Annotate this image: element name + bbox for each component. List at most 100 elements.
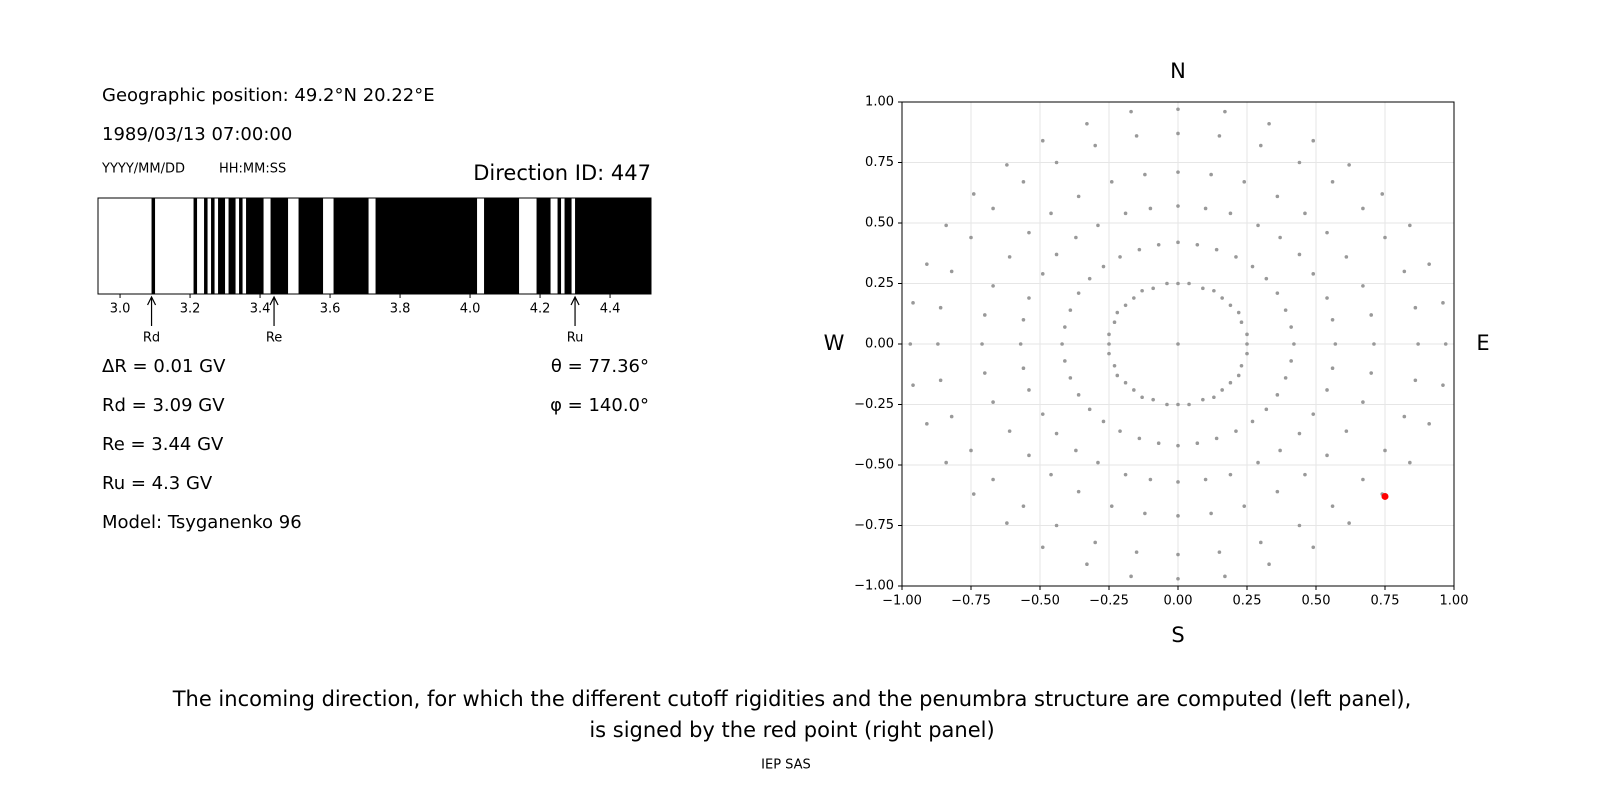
direction-point <box>1283 376 1288 380</box>
direction-point <box>1134 134 1139 138</box>
direction-point <box>1021 366 1026 371</box>
direction-point <box>1115 310 1120 315</box>
x-tick-label: −0.25 <box>1089 594 1129 609</box>
direction-point <box>1187 281 1191 286</box>
direction-point <box>938 378 943 383</box>
direction-point <box>991 284 995 288</box>
direction-point <box>1413 378 1418 383</box>
x-tick-label: 4.0 <box>460 302 481 317</box>
direction-point <box>1325 296 1329 300</box>
direction-point <box>1214 436 1219 441</box>
direction-point <box>1049 211 1053 216</box>
direction-point <box>1021 180 1026 184</box>
black-interval <box>484 198 520 294</box>
x-tick-label: 4.2 <box>530 302 551 317</box>
direction-point <box>1441 301 1445 305</box>
x-tick-label: 3.6 <box>320 302 341 317</box>
direction-point <box>1325 230 1329 235</box>
direction-point <box>1228 380 1233 385</box>
direction-point <box>1005 163 1009 167</box>
penumbra-frame <box>97 197 652 295</box>
direction-point <box>925 422 929 426</box>
direction-point <box>1325 453 1329 458</box>
direction-point <box>1040 138 1045 143</box>
direction-point <box>1054 431 1059 436</box>
direction-point <box>1383 448 1387 453</box>
direction-point <box>1325 388 1329 392</box>
direction-point <box>1427 262 1431 266</box>
direction-point <box>1347 521 1351 525</box>
ru: Ru = 4.3 GV <box>102 473 213 494</box>
direction-point <box>1278 448 1282 453</box>
direction-point <box>1292 342 1296 346</box>
direction-point <box>1076 291 1081 295</box>
direction-point <box>1250 419 1255 424</box>
direction-point <box>1427 422 1431 426</box>
direction-point <box>1165 402 1169 407</box>
black-interval <box>204 198 208 294</box>
y-tick-label: −0.75 <box>854 518 894 533</box>
black-interval <box>246 198 264 294</box>
direction-point <box>1176 402 1180 407</box>
black-interval <box>151 198 156 294</box>
direction-point <box>1096 460 1100 465</box>
direction-point <box>1297 252 1302 257</box>
x-tick-label: 0.50 <box>1302 594 1331 609</box>
direction-point <box>1054 252 1059 257</box>
direction-point <box>1203 477 1208 482</box>
x-tick-label: 4.4 <box>600 302 621 317</box>
direction-point <box>1275 194 1280 199</box>
direction-point <box>1134 550 1139 554</box>
black-interval <box>211 198 215 294</box>
direction-point <box>1063 325 1067 329</box>
x-tick-label: 0.25 <box>1233 594 1262 609</box>
x-tick-label: −0.50 <box>1020 594 1060 609</box>
direction-point <box>938 305 943 310</box>
direction-point <box>1408 223 1412 228</box>
direction-point <box>1176 240 1180 245</box>
y-tick-label: −0.25 <box>854 397 894 412</box>
direction-point <box>1054 523 1059 528</box>
x-tick-label: 3.8 <box>390 302 411 317</box>
direction-point <box>1402 269 1407 274</box>
x-tick-label: 0.00 <box>1164 594 1193 609</box>
black-interval <box>333 198 369 294</box>
direction-point <box>1165 281 1169 286</box>
direction-point <box>1040 272 1045 276</box>
direction-point <box>1333 342 1338 346</box>
direction-point <box>1176 443 1180 448</box>
caption-line: The incoming direction, for which the di… <box>172 687 1412 711</box>
direction-point <box>1118 429 1122 433</box>
direction-point <box>1203 206 1208 211</box>
direction-point <box>1361 400 1365 404</box>
footer: IEP SAS <box>761 758 811 773</box>
y-tick-label: 0.00 <box>865 337 894 352</box>
direction-point <box>1195 441 1200 446</box>
direction-point <box>1344 255 1349 259</box>
direction-point <box>1187 402 1191 407</box>
south-label: S <box>1171 623 1184 647</box>
direction-point <box>1005 521 1009 525</box>
direction-point <box>1087 407 1092 412</box>
direction-point <box>1381 492 1389 500</box>
direction-point <box>1007 429 1012 433</box>
direction-point <box>1129 109 1133 114</box>
black-interval <box>239 198 243 294</box>
direction-point <box>1223 109 1227 114</box>
direction-point <box>1209 511 1213 516</box>
direction-point <box>1275 291 1280 295</box>
direction-point <box>1109 504 1114 508</box>
datetime: 1989/03/13 07:00:00 <box>102 124 292 145</box>
direction-point <box>1132 388 1136 392</box>
direction-point <box>949 414 954 419</box>
direction-point <box>1148 206 1153 211</box>
direction-point <box>1413 305 1418 310</box>
rd: Rd = 3.09 GV <box>102 395 225 416</box>
direction-point <box>1201 286 1205 291</box>
direction-point <box>1297 160 1302 165</box>
marker-label: Ru <box>567 331 584 346</box>
direction-point <box>1228 472 1233 477</box>
direction-point <box>971 492 976 496</box>
direction-point <box>1176 170 1180 174</box>
direction-point <box>1242 180 1247 184</box>
